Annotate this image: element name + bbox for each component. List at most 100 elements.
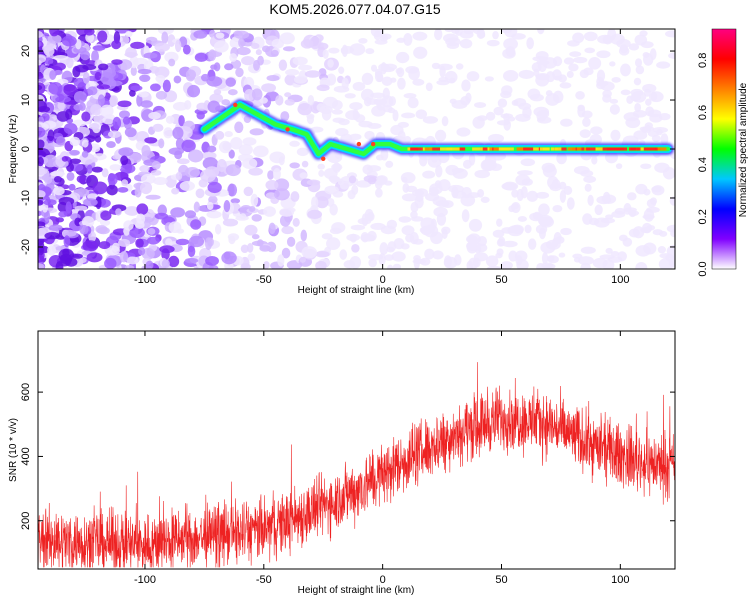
spectrogram-blob (467, 233, 481, 245)
spectrogram-blob (144, 137, 158, 144)
ridge-hotspot (321, 156, 326, 161)
colorbar (711, 28, 737, 270)
spectrogram-blob (200, 73, 210, 82)
spectrogram-blob (248, 206, 256, 212)
spectrogram-blob (498, 236, 506, 247)
y-tick-label: 600 (20, 383, 32, 401)
spectrogram-blob (138, 247, 146, 256)
spectrogram-blob (230, 136, 243, 150)
spectrogram-blob (97, 94, 105, 106)
spectrogram-blob (573, 165, 590, 175)
spectrogram-blob (646, 198, 657, 208)
spectrogram-blob (321, 108, 332, 121)
spectrogram-blob (559, 190, 567, 203)
spectrogram-blob (594, 204, 603, 216)
spectrogram-blob (496, 120, 510, 126)
spectrogram-blob (339, 181, 350, 190)
spectrogram-blob (141, 144, 151, 157)
spectrogram-blob (649, 48, 657, 60)
spectrogram-blob (492, 229, 505, 238)
spectrogram-blob (566, 70, 574, 79)
spectrogram-blob (651, 186, 662, 193)
spectrogram-blob (38, 139, 45, 149)
spectrogram-blob (552, 90, 564, 104)
spectrogram-blob (297, 102, 313, 116)
spectrogram-blob (214, 224, 222, 235)
spectrogram-blob (47, 245, 57, 256)
spectrogram-blob (596, 50, 611, 59)
spectrogram-blob (538, 227, 546, 240)
spectrogram-blob (247, 242, 254, 253)
spectrogram-blob (206, 76, 223, 87)
spectrogram-blob (82, 72, 90, 84)
spectrogram-blob (213, 40, 229, 53)
spectrogram-blob (316, 84, 330, 92)
spectrogram-blob (150, 83, 161, 92)
spectrogram-blob (602, 94, 612, 103)
ridge-core (420, 147, 426, 151)
spectrogram-blob (472, 116, 485, 129)
spectrogram-blob (81, 139, 89, 148)
spectrogram-blob (137, 91, 150, 98)
spectrogram-blob (96, 84, 110, 90)
spectrogram-blob (228, 183, 235, 197)
spectrogram-blob (318, 169, 325, 177)
spectrogram-blob (102, 116, 115, 125)
spectrogram-blob (307, 209, 323, 220)
spectrogram-blob (44, 232, 61, 240)
spectrogram-blob (486, 39, 500, 47)
spectrogram-blob (163, 127, 173, 139)
spectrogram-blob (181, 139, 196, 153)
spectrogram-blob (121, 179, 129, 187)
spectrogram-blob (251, 214, 262, 222)
spectrogram-blob (496, 248, 504, 256)
spectrogram-blob (403, 32, 413, 46)
spectrogram-blob (340, 46, 354, 54)
spectrogram-blob (145, 194, 161, 200)
spectrogram-xlabel: Height of straight line (km) (298, 285, 415, 296)
spectrogram-blob (518, 69, 535, 80)
spectrogram-blob (513, 98, 527, 107)
spectrogram-blob (120, 155, 129, 166)
spectrogram-blob (47, 34, 62, 44)
ridge-hotspot (356, 141, 362, 147)
spectrogram-blob (255, 49, 262, 56)
spectrogram-blob (546, 255, 555, 262)
spectrogram-blob (456, 127, 471, 137)
colorbar-tick-label: 0.0 (697, 261, 709, 276)
spectrogram-blob (639, 30, 648, 37)
spectrogram-blob (55, 96, 71, 103)
spectrogram-blob (224, 63, 234, 71)
ridge-core (482, 147, 488, 151)
spectrogram-blob (657, 246, 667, 254)
spectrogram-blob (278, 59, 288, 71)
spectrogram-blob (53, 176, 62, 183)
spectrogram-blob (640, 163, 652, 170)
y-tick-label: -20 (20, 239, 32, 255)
spectrogram-blob (145, 260, 154, 269)
spectrogram-blob (282, 46, 296, 52)
spectrogram-blob (634, 58, 643, 68)
snr-axes: -100 -50 0 50 100 200 400 600 (20, 331, 675, 586)
spectrogram-blob (461, 186, 472, 199)
spectrogram-blob (69, 149, 80, 156)
spectrogram-blob (347, 189, 356, 200)
spectrogram-blob (493, 106, 504, 116)
spectrogram-blob (119, 251, 129, 263)
spectrogram-blob (449, 98, 457, 104)
spectrogram-blob (435, 129, 447, 142)
spectrogram-blob (582, 213, 593, 225)
spectrogram-blob (649, 113, 663, 123)
spectrogram-blob (553, 232, 562, 244)
spectrogram-blob (261, 45, 271, 53)
spectrogram-blob (290, 191, 300, 202)
spectrogram-blob (501, 85, 513, 96)
spectrogram-blob (380, 33, 392, 40)
spectrogram-blob (533, 68, 540, 77)
spectrogram-blob (247, 253, 256, 261)
spectrogram-blob (645, 125, 652, 134)
x-tick-label: -100 (134, 274, 156, 286)
spectrogram-blob (324, 185, 339, 195)
spectrogram-blob (130, 85, 143, 91)
spectrogram-blob (90, 145, 101, 153)
